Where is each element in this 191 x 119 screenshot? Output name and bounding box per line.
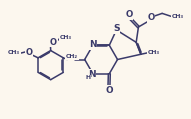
Text: S: S xyxy=(113,24,120,33)
Text: CH₂: CH₂ xyxy=(66,54,78,59)
Text: O: O xyxy=(125,10,133,19)
Text: CH₃: CH₃ xyxy=(8,50,20,55)
Text: CH₃: CH₃ xyxy=(147,50,159,55)
Text: CH₃: CH₃ xyxy=(59,35,71,40)
Text: N: N xyxy=(89,40,96,49)
Text: O: O xyxy=(105,86,113,95)
Text: O: O xyxy=(50,38,57,47)
Text: O: O xyxy=(147,13,155,22)
Text: O: O xyxy=(25,48,32,57)
Text: N: N xyxy=(88,70,96,79)
Text: CH₃: CH₃ xyxy=(172,14,184,19)
Text: H: H xyxy=(85,75,90,80)
